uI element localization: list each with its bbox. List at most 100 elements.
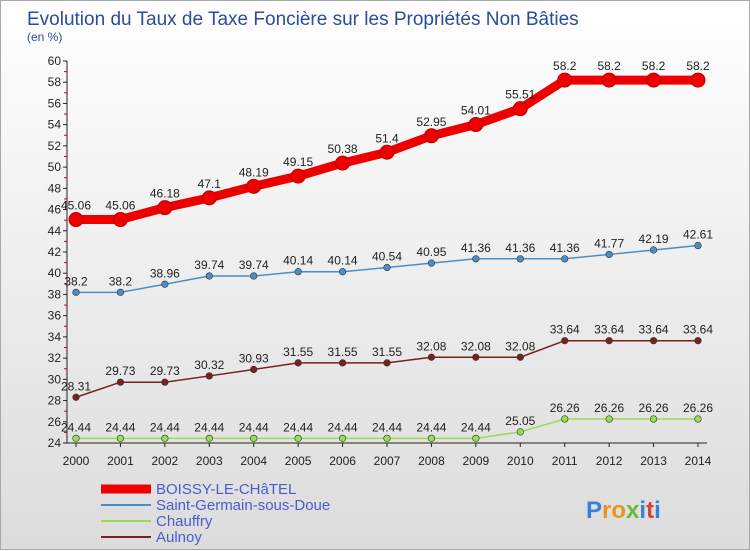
data-label: 24.44 (61, 420, 91, 434)
data-point (161, 378, 169, 386)
data-point (383, 359, 391, 367)
data-label: 31.55 (328, 345, 358, 359)
proxiti-logo: Proxiti (586, 497, 661, 524)
data-label: 24.44 (150, 420, 180, 434)
x-tick-label: 2006 (329, 454, 356, 468)
data-label: 24.44 (461, 420, 491, 434)
data-point (694, 337, 702, 345)
data-point (383, 263, 391, 272)
data-label: 30.32 (194, 358, 224, 372)
data-label: 38.96 (150, 266, 180, 280)
data-point (161, 434, 169, 442)
data-label: 32.08 (461, 339, 491, 353)
data-point (250, 434, 258, 442)
data-point (116, 288, 125, 296)
data-point (205, 272, 213, 280)
data-label: 48.19 (239, 165, 269, 179)
data-label: 52.95 (416, 115, 446, 129)
y-tick-label: 60 (48, 54, 62, 68)
data-point (161, 280, 169, 288)
data-point (649, 337, 658, 345)
data-point (290, 168, 306, 184)
y-tick-label: 26 (48, 415, 62, 429)
data-point (605, 250, 613, 259)
data-point (561, 255, 569, 263)
data-point (72, 393, 80, 401)
data-label: 24.44 (239, 420, 269, 434)
data-point (205, 372, 213, 380)
data-label: 26.26 (594, 401, 624, 415)
data-label: 33.64 (683, 323, 713, 337)
data-point (250, 365, 258, 374)
data-point (694, 241, 702, 250)
data-point (294, 434, 302, 442)
data-point (649, 246, 658, 254)
y-tick-label: 42 (48, 245, 62, 259)
data-label: 58.2 (553, 59, 577, 73)
data-point (250, 272, 258, 280)
data-label: 39.74 (239, 258, 269, 272)
x-tick-label: 2000 (63, 454, 90, 468)
data-point (246, 178, 262, 194)
data-point (512, 101, 528, 117)
data-point (427, 259, 436, 267)
data-point (338, 434, 347, 442)
data-point (338, 359, 347, 367)
data-point (694, 415, 702, 423)
y-tick-label: 56 (48, 96, 62, 110)
series-boissy-le-ch-tel: 45.06 45.06 46.18 47.1 48.19 49.15 50.38 51.4 52… (61, 59, 710, 228)
data-label: 42.61 (683, 228, 713, 242)
data-label: 29.73 (150, 364, 180, 378)
data-label: 58.2 (642, 59, 666, 73)
x-tick-label: 2003 (196, 454, 223, 468)
data-point (383, 434, 391, 442)
legend-entry: Aulnoy (156, 529, 202, 546)
data-point (157, 200, 173, 216)
data-point (116, 434, 125, 442)
data-point (690, 72, 706, 88)
data-label: 24.44 (283, 420, 313, 434)
data-point (605, 415, 613, 423)
x-tick-label: 2011 (552, 454, 578, 468)
data-label: 41.36 (550, 241, 580, 255)
data-label: 39.74 (194, 258, 224, 272)
x-tick-label: 2010 (507, 454, 534, 468)
data-label: 31.55 (372, 345, 402, 359)
y-tick-label: 46 (48, 203, 62, 217)
axes: 24 26 28 30 32 34 36 38 40 42 44 46 48 50 52 54 56 58 60 20… (48, 54, 712, 468)
data-point (335, 155, 351, 171)
data-label: 24.44 (105, 420, 135, 434)
data-point (379, 144, 395, 160)
data-label: 47.1 (198, 177, 222, 191)
data-label: 41.36 (505, 241, 535, 255)
data-label: 24.44 (328, 420, 358, 434)
data-point (516, 428, 524, 436)
data-label: 50.38 (328, 142, 358, 156)
data-point (72, 288, 80, 296)
data-label: 40.54 (372, 249, 402, 263)
series-aulnoy: 28.31 29.73 29.73 30.32 30.93 31.55 31.55 31.55… (61, 323, 713, 401)
data-label: 25.05 (505, 414, 535, 428)
data-point (205, 434, 213, 442)
data-point (516, 353, 524, 361)
data-label: 33.64 (550, 323, 580, 337)
x-tick-label: 2008 (418, 454, 445, 468)
data-point (427, 434, 436, 442)
data-label: 26.26 (550, 401, 580, 415)
data-label: 29.73 (105, 364, 135, 378)
legend-entry: BOISSY-LE-CHâTEL (156, 481, 296, 498)
series-saint-germain-sous-doue: 38.2 38.2 38.96 39.74 39.74 40.14 40.14 40.54 40… (64, 228, 713, 296)
data-label: 33.64 (594, 323, 624, 337)
y-tick-label: 28 (48, 394, 62, 408)
data-point (201, 190, 217, 206)
data-label: 24.44 (372, 420, 402, 434)
data-point (516, 255, 524, 263)
data-label: 41.77 (594, 236, 624, 250)
y-tick-label: 30 (48, 372, 62, 386)
data-label: 40.14 (328, 254, 358, 268)
x-tick-label: 2005 (285, 454, 312, 468)
y-tick-label: 34 (48, 330, 62, 344)
data-point (294, 359, 302, 367)
y-tick-label: 40 (48, 266, 62, 280)
